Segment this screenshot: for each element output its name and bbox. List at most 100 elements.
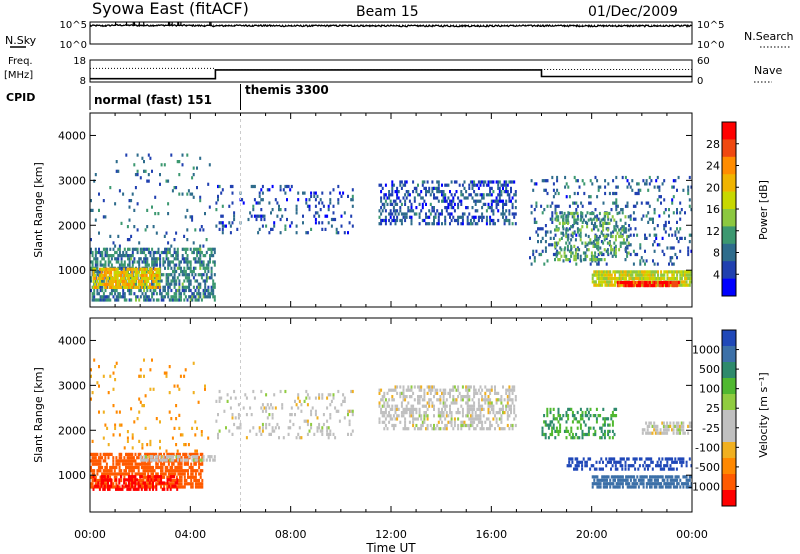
data-cell: [568, 258, 571, 262]
data-cell: [468, 398, 471, 402]
data-cell: [112, 433, 115, 437]
data-cell: [551, 220, 554, 224]
data-cell: [118, 189, 121, 193]
data-cell: [665, 280, 667, 285]
data-cell: [628, 485, 631, 489]
data-cell: [423, 398, 426, 402]
data-cell: [680, 208, 683, 212]
data-cell: [167, 202, 170, 206]
data-cell: [343, 231, 346, 235]
data-cell: [602, 270, 605, 274]
data-cell: [688, 475, 691, 479]
data-cell: [120, 469, 123, 473]
data-cell: [134, 462, 137, 466]
data-cell: [405, 427, 408, 431]
data-cell: [606, 270, 608, 274]
data-cell: [589, 414, 592, 418]
data-cell: [139, 475, 142, 479]
data-cell: [677, 175, 680, 180]
data-cell: [437, 414, 440, 418]
data-cell: [384, 215, 387, 219]
data-cell: [105, 279, 108, 283]
data-cell: [626, 185, 629, 189]
data-cell: [97, 282, 100, 286]
data-cell: [194, 295, 197, 299]
data-cell: [569, 464, 572, 468]
data-cell: [495, 411, 498, 415]
data-cell: [511, 398, 514, 402]
data-cell: [204, 279, 207, 283]
data-cell: [199, 458, 202, 462]
data-cell: [664, 457, 667, 461]
data-cell: [650, 457, 653, 461]
data-cell: [163, 462, 166, 466]
data-cell: [396, 196, 399, 200]
data-cell: [514, 398, 517, 402]
data-cell: [659, 428, 662, 432]
data-cell: [93, 295, 96, 299]
data-cell: [155, 260, 158, 264]
data-cell: [175, 298, 178, 302]
data-cell: [593, 467, 596, 471]
data-cell: [152, 452, 154, 456]
data-cell: [428, 215, 431, 219]
data-cell: [199, 254, 202, 258]
data-cell: [337, 231, 340, 235]
data-cell: [209, 254, 211, 258]
data-cell: [513, 407, 516, 411]
data-cell: [132, 481, 135, 485]
data-cell: [255, 214, 258, 218]
data-cell: [682, 431, 685, 435]
data-cell: [471, 411, 474, 415]
data-cell: [666, 431, 669, 435]
data-cell: [679, 236, 682, 240]
data-cell: [404, 398, 407, 402]
data-cell: [136, 295, 139, 299]
data-cell: [428, 401, 431, 405]
data-cell: [120, 459, 123, 463]
data-cell: [169, 472, 172, 476]
data-cell: [640, 217, 643, 221]
data-cell: [576, 217, 579, 221]
data-cell: [158, 475, 161, 479]
data-cell: [136, 482, 139, 486]
data-cell: [274, 426, 277, 430]
data-cell: [132, 456, 135, 460]
data-cell: [474, 417, 477, 421]
data-cell: [584, 410, 587, 415]
data-cell: [173, 273, 176, 277]
data-cell: [576, 227, 579, 231]
data-cell: [502, 427, 504, 431]
data-cell: [669, 478, 672, 482]
data-cell: [629, 243, 632, 247]
data-cell: [131, 433, 134, 437]
data-cell: [674, 475, 677, 479]
data-cell: [199, 260, 202, 264]
data-cell: [659, 431, 662, 435]
data-cell: [152, 279, 155, 283]
data-cell: [118, 456, 121, 460]
data-cell: [677, 482, 680, 486]
data-cell: [658, 457, 661, 461]
data-cell: [343, 396, 346, 400]
data-cell: [606, 280, 608, 284]
data-cell: [90, 368, 92, 372]
data-cell: [498, 180, 501, 184]
data-cell: [549, 423, 552, 427]
data-cell: [660, 276, 663, 281]
data-cell: [217, 198, 219, 202]
data-cell: [645, 236, 648, 240]
data-cell: [669, 485, 672, 489]
data-cell: [616, 185, 619, 189]
data-cell: [175, 254, 178, 258]
data-cell: [321, 429, 324, 433]
data-cell: [391, 186, 394, 190]
data-cell: [166, 465, 169, 470]
data-cell: [218, 227, 221, 231]
data-cell: [415, 411, 418, 415]
data-cell: [442, 388, 445, 392]
data-cell: [147, 173, 150, 177]
data-cell: [94, 452, 97, 456]
data-cell: [378, 215, 381, 219]
data-cell: [136, 285, 138, 289]
